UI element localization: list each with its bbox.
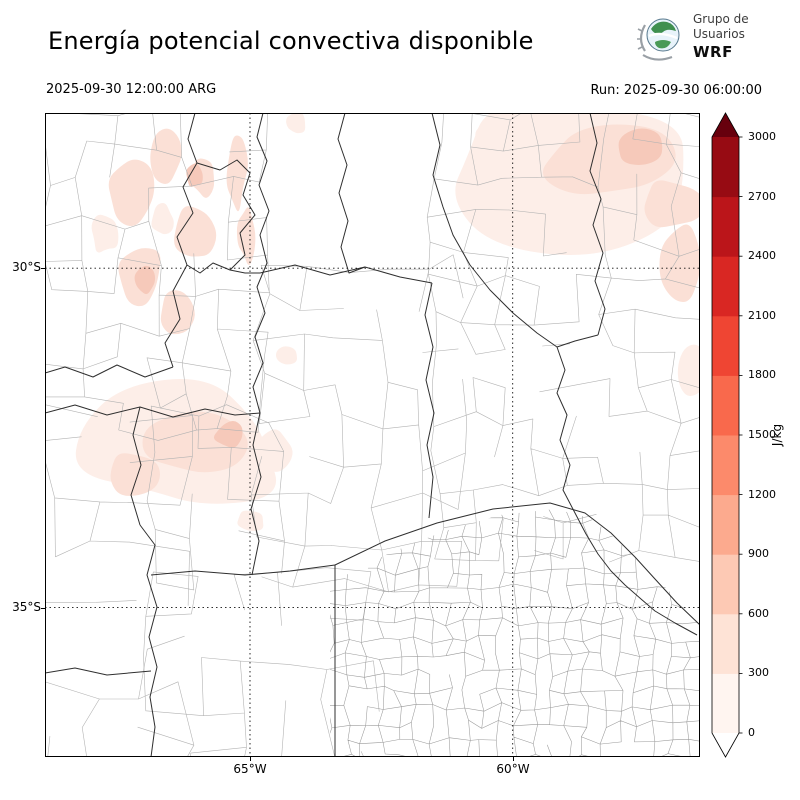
lat-tickmark <box>41 268 45 269</box>
lat-label-0: 30°S <box>12 260 41 274</box>
lat-label-1: 35°S <box>12 600 41 614</box>
colorbar-tick-2100: 2100 <box>748 309 776 322</box>
wrf-logo: Grupo de Usuarios WRF <box>636 11 749 63</box>
lon-tickmark <box>250 757 251 761</box>
lat-tickmark <box>41 608 45 609</box>
valid-time-label: 2025-09-30 12:00:00 ARG <box>46 82 217 97</box>
colorbar-tick-300: 300 <box>748 666 769 679</box>
province-boundaries-layer <box>45 113 700 757</box>
lon-tickmark <box>513 757 514 761</box>
colorbar-tick-2700: 2700 <box>748 190 776 203</box>
graticule-layer <box>45 113 700 757</box>
county-boundaries-layer <box>45 113 700 757</box>
logo-line-3: WRF <box>693 42 733 61</box>
colorbar-tick-0: 0 <box>748 726 755 739</box>
logo-line-2: Usuarios <box>693 27 745 42</box>
cape-shading-layer <box>75 113 700 532</box>
wrf-logo-text: Grupo de Usuarios WRF <box>693 12 749 63</box>
colorbar-tick-2400: 2400 <box>748 249 776 262</box>
page-title: Energía potencial convectiva disponible <box>48 27 534 55</box>
map-canvas <box>45 113 700 757</box>
run-time-label: Run: 2025-09-30 06:00:00 <box>590 83 762 98</box>
colorbar-tick-1200: 1200 <box>748 488 776 501</box>
logo-line-1: Grupo de <box>693 11 749 26</box>
colorbar <box>711 112 743 758</box>
colorbar-tick-1500: 1500 <box>748 428 776 441</box>
lon-label-0: 65°W <box>233 762 267 776</box>
colorbar-tick-1800: 1800 <box>748 368 776 381</box>
colorbar-tick-600: 600 <box>748 607 769 620</box>
colorbar-tick-900: 900 <box>748 547 769 560</box>
colorbar-tick-3000: 3000 <box>748 130 776 143</box>
lon-label-1: 60°W <box>496 762 530 776</box>
wrf-globe-icon <box>637 18 680 61</box>
